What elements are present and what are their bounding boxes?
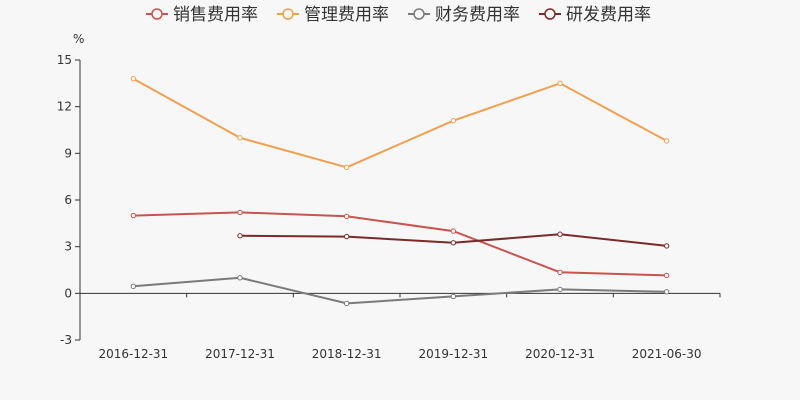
data-point[interactable] [343,300,350,307]
series-line [132,77,668,169]
legend-marker [413,8,425,20]
series-group [130,209,670,279]
y-tick-label: 9 [64,146,72,160]
series-layer [130,75,670,307]
data-point[interactable] [450,117,457,124]
data-point[interactable] [663,272,670,279]
x-tick-label: 2019-12-31 [418,347,488,361]
data-point[interactable] [237,233,243,239]
legend-item[interactable]: 研发费用率 [539,5,651,25]
data-point[interactable] [450,240,457,246]
data-point[interactable] [450,293,457,300]
series-line [133,276,667,305]
legend-item[interactable]: 财务费用率 [408,5,520,25]
legend-marker [151,8,163,20]
y-axis-unit: % [73,32,84,46]
data-point[interactable] [663,243,670,249]
legend-marker [282,8,294,20]
series-group [130,75,670,171]
data-point[interactable] [237,135,243,141]
x-tick-label: 2021-06-30 [632,347,702,361]
x-tick-label: 2020-12-31 [525,347,595,361]
y-tick-label: 15 [57,53,72,67]
legend-item[interactable]: 销售费用率 [146,5,258,25]
legend-label: 研发费用率 [566,5,651,25]
data-point[interactable] [557,286,563,293]
data-point[interactable] [557,269,563,276]
data-point[interactable] [343,213,350,220]
series-group [237,231,670,249]
legend-label: 管理费用率 [304,5,389,25]
data-point[interactable] [663,289,670,295]
data-point[interactable] [237,209,243,216]
y-tick-label: 6 [64,193,72,207]
axes: 15 12 9 6 3 0 -3 2016-12-31 2017-12-31 2018-12-31… [57,53,721,361]
x-tick-label: 2016-12-31 [98,347,168,361]
legend-label: 财务费用率 [435,5,520,25]
data-point[interactable] [130,283,137,290]
data-point[interactable] [343,233,350,240]
data-point[interactable] [450,228,457,234]
series-group [130,275,670,307]
x-tick-label: 2017-12-31 [205,347,275,361]
y-tick-label: 12 [57,100,72,114]
x-tick-label: 2018-12-31 [312,347,382,361]
legend-item[interactable]: 管理费用率 [277,5,389,25]
data-point[interactable] [663,138,670,144]
legend-label: 销售费用率 [173,5,258,25]
data-point[interactable] [130,75,137,82]
data-point[interactable] [130,212,137,219]
series-line [133,211,667,277]
y-tick-label: -3 [60,333,72,347]
data-point[interactable] [557,231,563,237]
y-tick-label: 3 [64,240,72,254]
y-tick-label: 0 [64,286,72,300]
legend: 销售费用率 管理费用率 财务费用率 研发费用率 [146,5,651,25]
data-point[interactable] [557,80,563,87]
data-point[interactable] [237,275,243,281]
data-point[interactable] [343,164,350,171]
legend-marker [544,8,556,20]
